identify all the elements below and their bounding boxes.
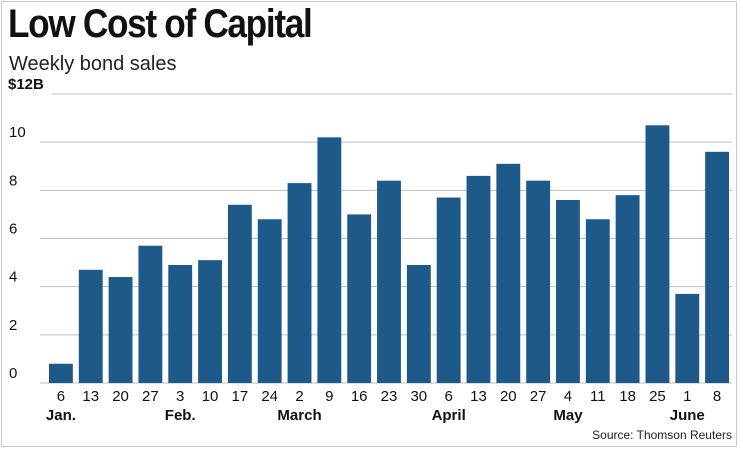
y-tick-label: 0: [9, 365, 17, 382]
x-tick-label: 27: [142, 388, 159, 405]
month-label: April: [432, 407, 466, 424]
y-tick-label: 8: [9, 172, 17, 189]
x-tick-label: 1: [683, 388, 691, 405]
bar: [108, 277, 133, 383]
bar: [198, 260, 222, 383]
x-tick-label: 27: [530, 388, 547, 405]
chart-title: Low Cost of Capital: [8, 2, 313, 46]
bar: [556, 199, 580, 383]
bar: [496, 163, 521, 383]
month-label: Feb.: [165, 407, 196, 424]
x-tick-label: 30: [410, 388, 427, 405]
bar: [138, 245, 163, 383]
x-tick-label: 10: [202, 388, 219, 405]
bar: [585, 219, 610, 383]
bar: [287, 183, 312, 383]
x-tick-label: 11: [590, 388, 606, 405]
x-tick-label: 23: [381, 388, 398, 405]
bar: [406, 264, 431, 383]
month-label: March: [277, 407, 321, 424]
y-tick-label: 6: [9, 221, 17, 238]
bar: [377, 180, 401, 383]
x-tick-label: 20: [112, 388, 129, 405]
x-tick-label: 17: [232, 388, 249, 405]
x-axis-labels: 6 13 20 27 3 10 17 24 2 9 16 23 30 6 13 20 27 4 11 18 25 1 8: [57, 388, 722, 405]
bar: [705, 151, 730, 383]
bar: [78, 269, 103, 383]
x-tick-label: 24: [261, 388, 278, 405]
source-note: Source: Thomson Reuters: [592, 428, 732, 442]
chart-subtitle: Weekly bond sales: [9, 53, 177, 75]
x-tick-label: 13: [470, 388, 487, 405]
bar: [347, 214, 372, 383]
month-labels: Jan. Feb. March April May June: [46, 407, 705, 424]
bar: [645, 125, 670, 383]
x-tick-label: 3: [176, 388, 184, 405]
x-tick-label: 2: [295, 388, 303, 405]
bar: [317, 137, 342, 383]
x-tick-label: 6: [444, 388, 452, 405]
x-tick-label: 20: [500, 388, 517, 405]
x-tick-label: 25: [649, 388, 666, 405]
bars: [48, 125, 730, 383]
bar: [168, 264, 193, 383]
month-label: Jan.: [46, 407, 76, 424]
x-tick-label: 18: [619, 388, 636, 405]
bar: [615, 195, 640, 383]
bar: [675, 293, 700, 383]
bar: [48, 363, 73, 383]
y-tick-label: 2: [9, 317, 17, 334]
x-tick-label: 4: [564, 388, 572, 405]
y-axis-labels: 0 2 4 6 8 10 $12B: [8, 76, 44, 382]
y-tick-label: 10: [9, 124, 26, 141]
y-tick-label: $12B: [8, 76, 44, 93]
x-tick-label: 16: [351, 388, 368, 405]
x-tick-label: 13: [82, 388, 99, 405]
bar: [257, 219, 282, 383]
y-tick-label: 4: [9, 269, 17, 286]
month-label: June: [670, 407, 705, 424]
x-tick-label: 9: [325, 388, 333, 405]
bar: [466, 175, 491, 383]
bar: [526, 180, 551, 383]
bar: [436, 197, 461, 383]
bar: [227, 204, 252, 383]
x-tick-label: 6: [57, 388, 65, 405]
x-tick-label: 8: [713, 388, 721, 405]
month-label: May: [553, 407, 583, 424]
